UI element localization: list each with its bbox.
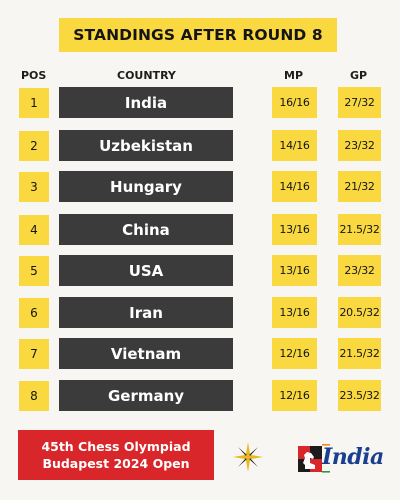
mp-cell: 13/16 — [272, 255, 317, 286]
header-pos: POS — [21, 69, 47, 82]
brand-text: India — [322, 444, 384, 470]
gp-cell: 20.5/32 — [338, 297, 381, 328]
pos-cell: 5 — [19, 256, 49, 286]
country-cell: Uzbekistan — [59, 130, 233, 161]
mp-cell: 13/16 — [272, 214, 317, 245]
mp-cell: 16/16 — [272, 87, 317, 118]
country-cell: USA — [59, 255, 233, 286]
table-row: 2 Uzbekistan 14/16 23/32 — [0, 130, 400, 162]
table-row: 8 Germany 12/16 23.5/32 — [0, 380, 400, 412]
mp-cell: 12/16 — [272, 338, 317, 369]
mp-cell: 14/16 — [272, 171, 317, 202]
mp-cell: 12/16 — [272, 380, 317, 411]
mp-cell: 13/16 — [272, 297, 317, 328]
country-cell: Hungary — [59, 171, 233, 202]
header-gp: GP — [350, 69, 368, 82]
country-cell: Germany — [59, 380, 233, 411]
olympiad-star-emblem-icon — [233, 442, 263, 472]
gp-cell: 21/32 — [338, 171, 381, 202]
gp-cell: 23/32 — [338, 255, 381, 286]
pos-cell: 4 — [19, 215, 49, 245]
country-cell: Iran — [59, 297, 233, 328]
gp-cell: 21.5/32 — [338, 214, 381, 245]
header-country: COUNTRY — [117, 69, 176, 82]
pos-cell: 1 — [19, 88, 49, 118]
table-row: 7 Vietnam 12/16 21.5/32 — [0, 338, 400, 370]
table-row: 3 Hungary 14/16 21/32 — [0, 171, 400, 203]
pos-cell: 3 — [19, 172, 49, 202]
country-cell: China — [59, 214, 233, 245]
pos-cell: 7 — [19, 339, 49, 369]
gp-cell: 27/32 — [338, 87, 381, 118]
mp-cell: 14/16 — [272, 130, 317, 161]
gp-cell: 23/32 — [338, 130, 381, 161]
event-title: 45th Chess Olympiad — [41, 439, 191, 454]
table-row: 4 China 13/16 21.5/32 — [0, 214, 400, 246]
country-cell: Vietnam — [59, 338, 233, 369]
gp-cell: 23.5/32 — [338, 380, 381, 411]
gp-cell: 21.5/32 — [338, 338, 381, 369]
table-row: 5 USA 13/16 23/32 — [0, 255, 400, 287]
chessbase-india-logo — [298, 444, 330, 473]
pos-cell: 2 — [19, 131, 49, 161]
event-subtitle: Budapest 2024 Open — [42, 456, 190, 471]
pos-cell: 8 — [19, 381, 49, 411]
title-banner: STANDINGS AFTER ROUND 8 — [59, 18, 337, 52]
table-row: 1 India 16/16 27/32 — [0, 87, 400, 119]
event-banner: 45th Chess Olympiad Budapest 2024 Open — [18, 430, 214, 480]
country-cell: India — [59, 87, 233, 118]
table-row: 6 Iran 13/16 20.5/32 — [0, 297, 400, 329]
pos-cell: 6 — [19, 298, 49, 328]
header-mp: MP — [284, 69, 304, 82]
